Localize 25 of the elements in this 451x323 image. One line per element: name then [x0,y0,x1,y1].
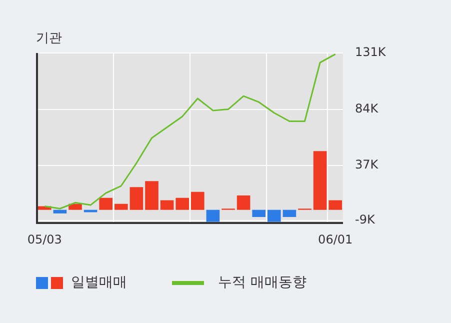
bar [236,195,250,210]
bar [53,210,67,214]
y-tick-label: 131K [355,45,387,60]
bar [145,181,158,210]
x-tick-label: 05/03 [27,232,62,246]
bar [114,204,128,210]
bar [99,198,113,210]
bar [252,210,266,218]
y-tick-label: 84K [355,101,380,116]
bar [313,151,327,210]
bar [190,192,204,210]
bar [160,200,174,210]
y-tick-label: 37K [355,158,380,172]
bar [130,187,144,210]
bar [282,210,296,218]
legend-label: 누적 매매동향 [218,274,306,291]
bar [328,200,342,210]
legend-label: 일별매매 [71,274,127,291]
bar [176,198,190,210]
chart-title: 기관 [36,31,62,46]
bar [267,210,281,222]
bar [68,204,82,210]
y-tick-label: -9K [355,212,376,227]
x-tick-label: 06/01 [318,232,353,246]
bar [206,210,220,222]
